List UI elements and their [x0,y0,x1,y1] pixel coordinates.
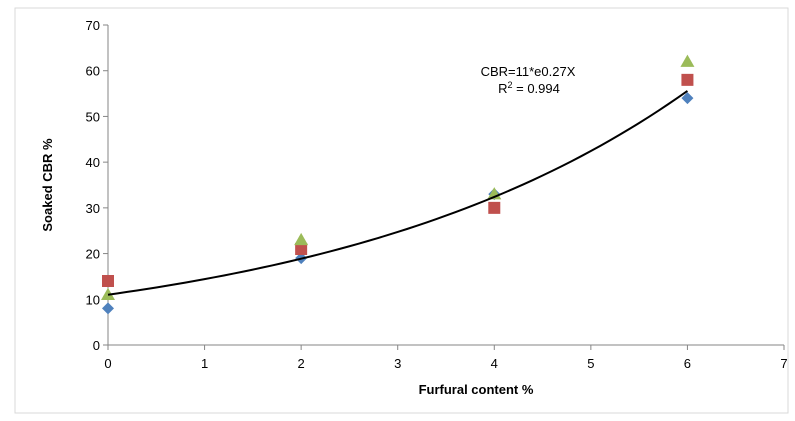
y-tick-label: 60 [86,64,100,79]
x-tick-label: 3 [394,356,401,371]
data-point-square [681,73,694,86]
plot-area: 0 10 20 30 40 50 60 70 0 1 2 3 4 5 6 7 [86,18,788,371]
data-point-diamond [102,302,114,315]
r2-value: = 0.994 [513,81,560,96]
r2-superscript: 2 [508,80,513,90]
x-tick-label: 2 [298,356,305,371]
x-tick-label: 5 [587,356,594,371]
y-tick-label: 50 [86,109,100,124]
x-tick-label: 7 [780,356,787,371]
exponential-trendline [107,90,689,296]
y-tick-label: 70 [86,18,100,33]
y-axis-title: Soaked CBR % [40,138,55,232]
data-point-triangle [680,54,695,67]
y-tick-label: 20 [86,247,100,262]
data-point-square [488,201,501,214]
y-tick-label: 0 [93,338,100,353]
x-tick-label: 1 [201,356,208,371]
y-tick-label: 30 [86,201,100,216]
y-tick-label: 40 [86,155,100,170]
y-tick-label: 10 [86,292,100,307]
r2-prefix: R [498,81,507,96]
x-tick-label: 0 [104,356,111,371]
trendline-r-squared: R2 = 0.994 [498,80,560,96]
data-point-triangle [294,232,309,246]
chart-border [14,7,789,414]
data-point-diamond [681,92,694,105]
data-point-square [295,243,308,255]
x-axis-title: Furfural content % [419,382,534,397]
data-point-square [102,275,114,287]
x-tick-label: 4 [491,356,498,371]
trendline-equation: CBR=11*e0.27X [481,64,576,79]
x-tick-label: 6 [684,356,691,371]
